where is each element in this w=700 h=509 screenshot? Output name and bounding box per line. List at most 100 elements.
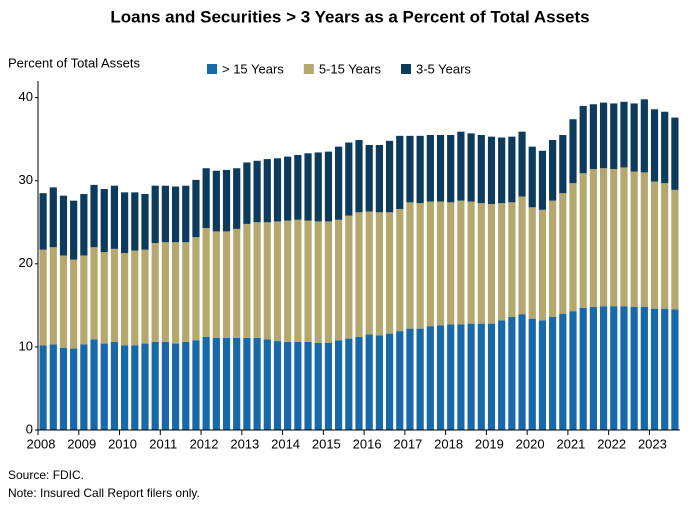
y-tick-label: 40 [19, 89, 33, 104]
bar-segment [579, 105, 587, 174]
bar-segment [538, 209, 547, 321]
bar-segment [477, 323, 485, 430]
bar-segment [569, 311, 577, 430]
bar-segment [589, 307, 597, 430]
bar-segment [263, 159, 271, 223]
bar-segment [171, 242, 180, 344]
bar-segment [528, 146, 536, 208]
bar-segment [294, 219, 302, 342]
bar-segment [161, 185, 169, 243]
bar-segment [508, 202, 516, 317]
bar-segment [406, 328, 414, 430]
bar-segment [121, 345, 129, 430]
bar-segment [243, 337, 251, 430]
x-tick-label: 2021 [556, 436, 585, 451]
bar-segment [80, 255, 88, 345]
bar-segment [222, 337, 231, 430]
bar-segment [498, 203, 506, 321]
bar-segment [365, 144, 373, 212]
bar-segment [661, 183, 669, 309]
bar-segment [650, 109, 659, 182]
bar-segment [304, 341, 312, 430]
bar-segment [141, 194, 149, 250]
bar-segment [518, 314, 526, 430]
bar-segment [447, 202, 455, 325]
bar-segment [630, 307, 638, 430]
bar-segment [640, 307, 648, 430]
bar-segment [131, 250, 139, 346]
bar-segment [498, 320, 506, 430]
bar-segment [90, 339, 98, 430]
bar-segment [121, 192, 129, 254]
bar-segment [212, 231, 220, 338]
bar-segment [487, 323, 496, 430]
bar-segment [192, 340, 200, 430]
bar-segment [355, 139, 363, 213]
bar-segment [477, 203, 485, 324]
bar-segment [640, 99, 648, 173]
bar-segment [253, 337, 261, 430]
bar-segment [671, 309, 679, 430]
bar-segment [498, 137, 506, 204]
bar-segment [151, 185, 159, 244]
bar-segment [345, 338, 353, 430]
bar-segment [559, 135, 567, 194]
bar-segment [436, 135, 445, 202]
bar-segment [233, 228, 241, 338]
bar-segment [345, 215, 353, 339]
bar-segment [70, 200, 78, 260]
bar-segment [243, 223, 251, 338]
bar-segment [202, 168, 210, 229]
bar-segment [161, 242, 169, 342]
bar-segment [518, 131, 526, 197]
bar-segment [294, 341, 302, 430]
x-tick-label: 2019 [475, 436, 504, 451]
bar-segment [121, 253, 129, 346]
bar-segment [640, 172, 648, 308]
bar-segment [355, 336, 363, 430]
bar-segment [314, 221, 322, 343]
bar-segment [487, 203, 496, 324]
bar-segment [131, 192, 139, 251]
bar-segment [620, 167, 628, 307]
bar-segment [671, 189, 679, 310]
bar-segment [161, 341, 169, 430]
bar-segment [324, 342, 333, 430]
bar-segment [416, 203, 424, 329]
bar-segment [304, 220, 312, 342]
bar-segment [661, 308, 669, 430]
bar-segment [212, 170, 220, 232]
legend-label: 5-15 Years [319, 61, 382, 76]
bar-segment [263, 339, 271, 430]
bar-segment [90, 184, 98, 248]
bar-segment [222, 231, 231, 338]
bar-segment [528, 207, 536, 319]
x-tick-label: 2009 [67, 436, 96, 451]
bar-segment [467, 201, 475, 324]
bar-segment [610, 103, 618, 170]
bar-segment [599, 306, 608, 430]
bar-segment [650, 308, 659, 430]
bar-segment [212, 337, 220, 430]
bar-segment [385, 333, 394, 430]
bar-segment [294, 154, 302, 220]
source: Source: FDIC. [8, 468, 84, 482]
bar-segment [182, 242, 190, 342]
bar-segment [202, 228, 210, 337]
x-tick-label: 2014 [271, 436, 300, 451]
bar-segment [406, 202, 414, 329]
bar-segment [100, 343, 108, 430]
bar-segment [253, 160, 261, 223]
bar-segment [579, 307, 587, 430]
x-tick-label: 2011 [149, 436, 177, 451]
bar-segment [538, 150, 547, 210]
bar-segment [426, 135, 434, 202]
x-tick-label: 2012 [190, 436, 219, 451]
bar-segment [467, 323, 475, 430]
bar-segment [406, 135, 414, 203]
bar-segment [508, 136, 516, 203]
legend-swatch [207, 64, 217, 74]
chart-title: Loans and Securities > 3 Years as a Perc… [110, 7, 589, 26]
y-tick-label: 30 [19, 172, 33, 187]
bar-segment [549, 316, 557, 430]
